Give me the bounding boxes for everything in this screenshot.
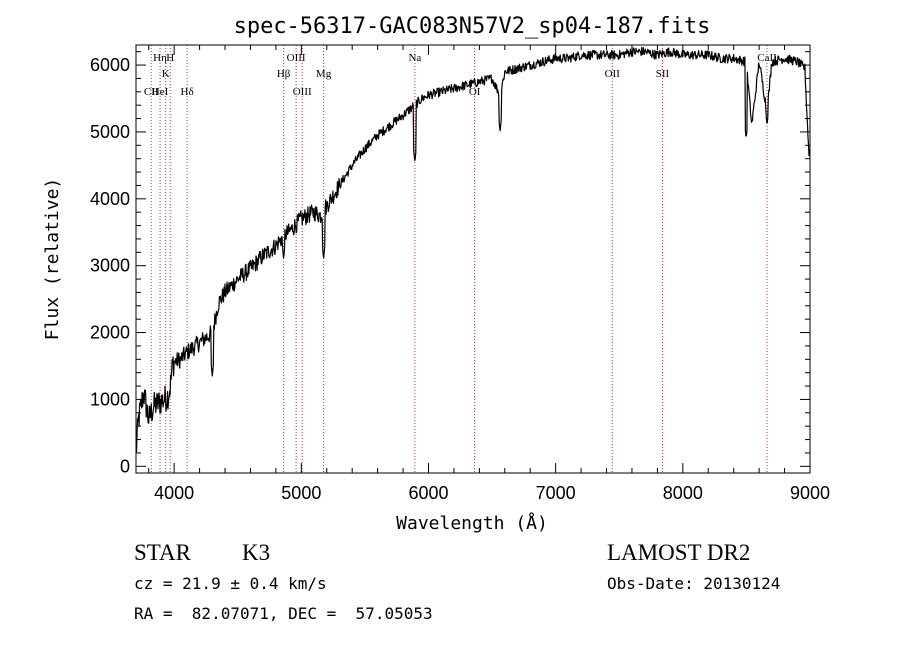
chart-title: spec-56317-GAC083N57V2_sp04-187.fits (234, 14, 711, 39)
survey-name: LAMOST DR2 (607, 540, 751, 565)
y-tick-label: 5000 (90, 122, 130, 142)
x-tick-label: 4000 (154, 483, 194, 503)
plot-frame (135, 44, 811, 474)
y-axis: 0 1000 2000 3000 4000 5000 6000 (90, 51, 810, 476)
observation-date: Obs-Date: 20130124 (607, 574, 781, 593)
y-tick-label: 0 (120, 456, 130, 476)
line-marker-label: SII (656, 68, 670, 80)
spectrum-series (135, 46, 811, 453)
x-tick-label: 5000 (281, 483, 321, 503)
x-tick-label: 9000 (790, 483, 830, 503)
line-marker-label: H (166, 52, 174, 64)
line-marker-label: CII (144, 86, 159, 98)
line-marker-label: Hδ (181, 86, 194, 98)
y-tick-label: 3000 (90, 256, 130, 276)
line-marker-label: K (162, 68, 170, 80)
line-marker-label: Hβ (277, 68, 291, 80)
x-axis: 4000 5000 6000 7000 8000 9000 (148, 45, 830, 503)
x-tick-label: 6000 (408, 483, 448, 503)
line-marker-label: OII (605, 68, 621, 80)
spectrum-line (135, 46, 811, 453)
object-subclass: K3 (242, 540, 271, 565)
line-marker-label: OI (469, 86, 481, 98)
y-tick-label: 1000 (90, 389, 130, 409)
coordinates: RA = 82.07071, DEC = 57.05053 (134, 604, 433, 623)
y-tick-label: 6000 (90, 55, 130, 75)
object-class: STAR (134, 540, 191, 565)
x-axis-label: Wavelength (Å) (396, 512, 548, 534)
line-marker-label: HeI (152, 86, 169, 98)
x-tick-label: 7000 (536, 483, 576, 503)
line-marker-label: Na (408, 52, 421, 64)
y-tick-label: 2000 (90, 323, 130, 343)
y-tick-label: 4000 (90, 189, 130, 209)
line-marker-label: OIII (287, 52, 306, 64)
line-marker-label: CaII (757, 52, 777, 64)
redshift-cz: cz = 21.9 ± 0.4 km/s (134, 574, 327, 593)
x-tick-label: 8000 (663, 483, 703, 503)
y-axis-label: Flux (relative) (42, 178, 63, 341)
line-marker-label: OIII (293, 86, 312, 98)
line-marker-label: Mg (316, 68, 332, 80)
